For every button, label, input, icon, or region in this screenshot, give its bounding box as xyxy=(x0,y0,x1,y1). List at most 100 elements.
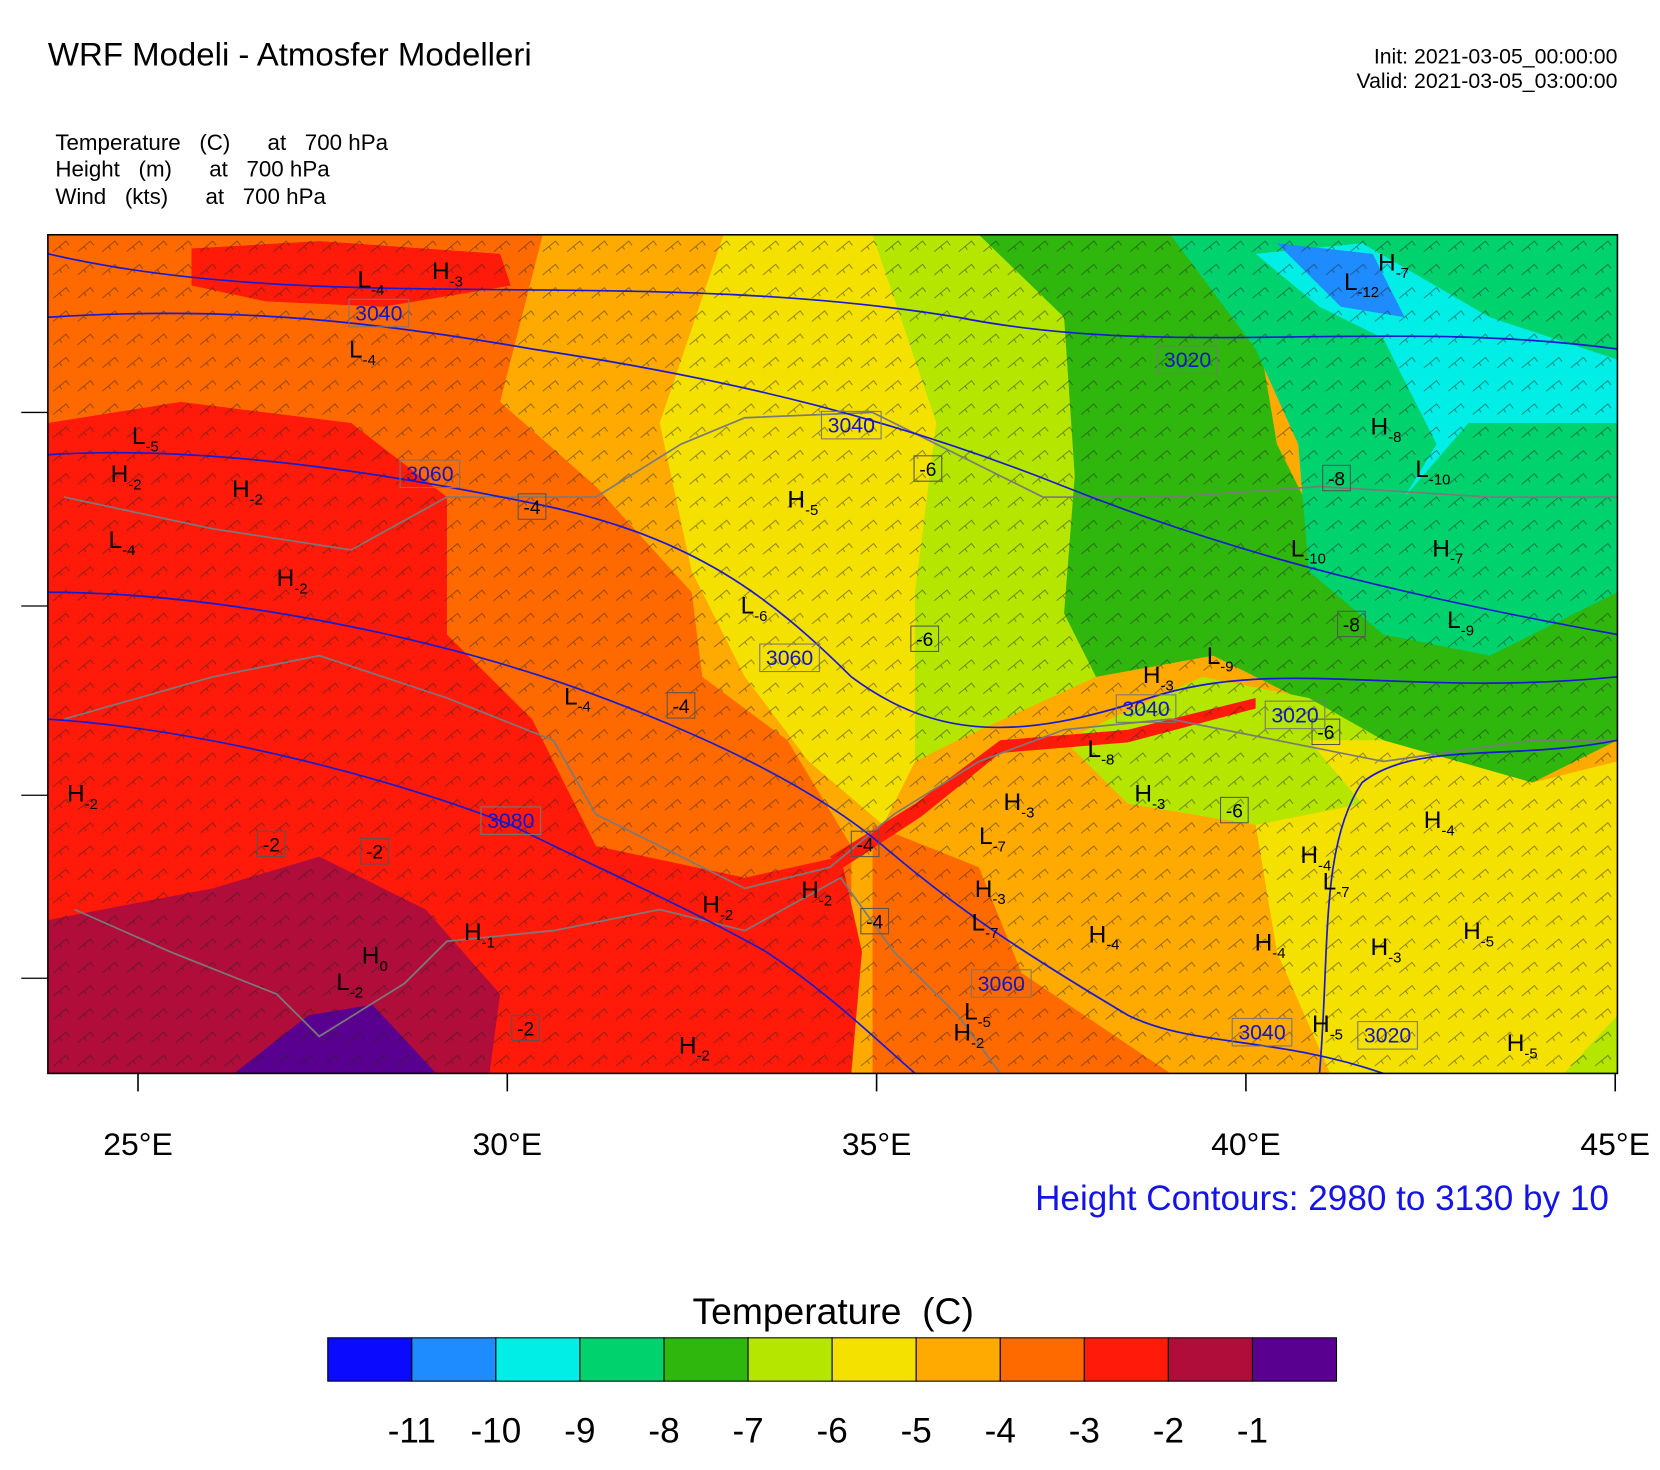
center-letter: H xyxy=(1300,842,1318,869)
center-letter: H xyxy=(1463,918,1481,945)
center-value: -2 xyxy=(294,581,307,597)
colorbar-label: -4 xyxy=(985,1412,1016,1451)
colorbar-swatch xyxy=(327,1337,413,1382)
temperature-label: -2 xyxy=(517,1019,534,1040)
x-tick-label: 45°E xyxy=(1580,1126,1650,1162)
pressure-center: H-3 xyxy=(432,258,463,290)
temperature-label: -6 xyxy=(916,630,933,651)
label-box xyxy=(399,459,461,489)
center-letter: H xyxy=(362,942,380,969)
center-value: -5 xyxy=(1330,1028,1343,1044)
height-label: 3020 xyxy=(1164,349,1211,372)
contour xyxy=(47,252,1618,350)
colorbar-label: -2 xyxy=(1153,1412,1184,1451)
center-value: -12 xyxy=(1358,285,1380,301)
center-value: -2 xyxy=(250,492,263,508)
field-line: Temperature (C) at 700 hPa xyxy=(55,130,388,155)
center-value: -1 xyxy=(482,936,495,952)
pressure-center: H-5 xyxy=(1507,1030,1538,1062)
colorbar-label: -7 xyxy=(732,1412,763,1451)
label-box xyxy=(1115,694,1177,723)
center-value: -8 xyxy=(1388,430,1401,446)
colorbar-swatch xyxy=(999,1337,1085,1382)
temperature-label: -6 xyxy=(1226,802,1243,823)
temperature-label: -6 xyxy=(919,460,936,481)
center-letter: H xyxy=(1089,921,1107,948)
label-box xyxy=(511,1014,541,1042)
center-letter: H xyxy=(277,565,295,592)
colorbar-swatch xyxy=(747,1337,833,1382)
center-value: -2 xyxy=(350,985,363,1001)
colorbar-label: -5 xyxy=(901,1412,932,1451)
pressure-center: H-4 xyxy=(1424,807,1455,839)
label-box xyxy=(348,298,410,328)
center-letter: L xyxy=(358,267,372,294)
center-letter: L xyxy=(1447,607,1461,634)
contour-note: Height Contours: 2980 to 3130 by 10 xyxy=(1035,1179,1609,1218)
colorbar-label: -1 xyxy=(1237,1412,1268,1451)
label-box xyxy=(913,455,943,482)
pressure-center: L-9 xyxy=(1447,607,1474,639)
label-box xyxy=(360,838,389,865)
label-box xyxy=(256,830,286,858)
contour xyxy=(47,591,1384,1074)
center-letter: H xyxy=(1432,535,1450,562)
height-label: 3040 xyxy=(1238,1022,1285,1045)
height-label: 3040 xyxy=(355,302,402,325)
center-letter: H xyxy=(679,1032,697,1059)
center-letter: H xyxy=(787,487,805,514)
colorbar-swatch xyxy=(831,1337,917,1382)
center-value: -4 xyxy=(122,543,135,559)
pressure-center: H-4 xyxy=(1255,930,1286,962)
pressure-center: H-5 xyxy=(1463,918,1494,950)
temperature-label: -2 xyxy=(366,843,383,864)
center-letter: L xyxy=(1415,456,1429,483)
center-value: -9 xyxy=(1461,624,1474,640)
center-letter: L xyxy=(979,823,993,850)
center-letter: L xyxy=(336,969,350,996)
colorbar-label: -10 xyxy=(470,1412,521,1451)
center-letter: L xyxy=(964,999,978,1026)
pressure-center: H-8 xyxy=(1371,414,1402,446)
colorbar-label: -6 xyxy=(817,1412,848,1451)
label-box xyxy=(1337,610,1366,638)
center-letter: H xyxy=(111,461,129,488)
border xyxy=(74,876,1001,1074)
label-box xyxy=(860,907,890,935)
pressure-center: L-9 xyxy=(1207,643,1234,675)
pressure-center: L-4 xyxy=(564,683,591,715)
center-letter: H xyxy=(1371,934,1389,961)
pressure-center: H-2 xyxy=(702,892,733,924)
pressure-center: H-3 xyxy=(1134,781,1165,813)
center-letter: L xyxy=(972,910,986,937)
colorbar-label: -9 xyxy=(564,1412,595,1451)
center-letter: L xyxy=(564,683,578,710)
pressure-center: H0 xyxy=(362,942,388,974)
pressure-center: L-4 xyxy=(358,267,385,299)
lat-ticks xyxy=(21,411,48,979)
pressure-center: L-8 xyxy=(1088,736,1115,768)
height-label: 3040 xyxy=(828,415,875,438)
contour xyxy=(47,312,1618,636)
center-value: -7 xyxy=(1450,552,1463,568)
pressure-center: H-2 xyxy=(801,877,832,909)
center-letter: L xyxy=(349,337,363,364)
center-value: -10 xyxy=(1304,552,1326,568)
center-value: -4 xyxy=(578,700,591,716)
border xyxy=(63,654,1618,890)
center-value: -2 xyxy=(128,478,141,494)
contour xyxy=(47,451,1618,729)
center-letter: H xyxy=(464,919,482,946)
label-box xyxy=(850,830,880,858)
pressure-center: H-7 xyxy=(1378,250,1409,282)
center-value: -5 xyxy=(805,503,818,519)
center-value: -7 xyxy=(985,926,998,942)
pressure-center: L-7 xyxy=(979,823,1006,855)
center-letter: L xyxy=(132,423,146,450)
height-label: 3060 xyxy=(978,973,1025,996)
center-letter: H xyxy=(232,476,250,503)
temperature-label: -8 xyxy=(1343,615,1360,636)
center-letter: H xyxy=(975,876,993,903)
pressure-center: H-5 xyxy=(1312,1011,1343,1043)
